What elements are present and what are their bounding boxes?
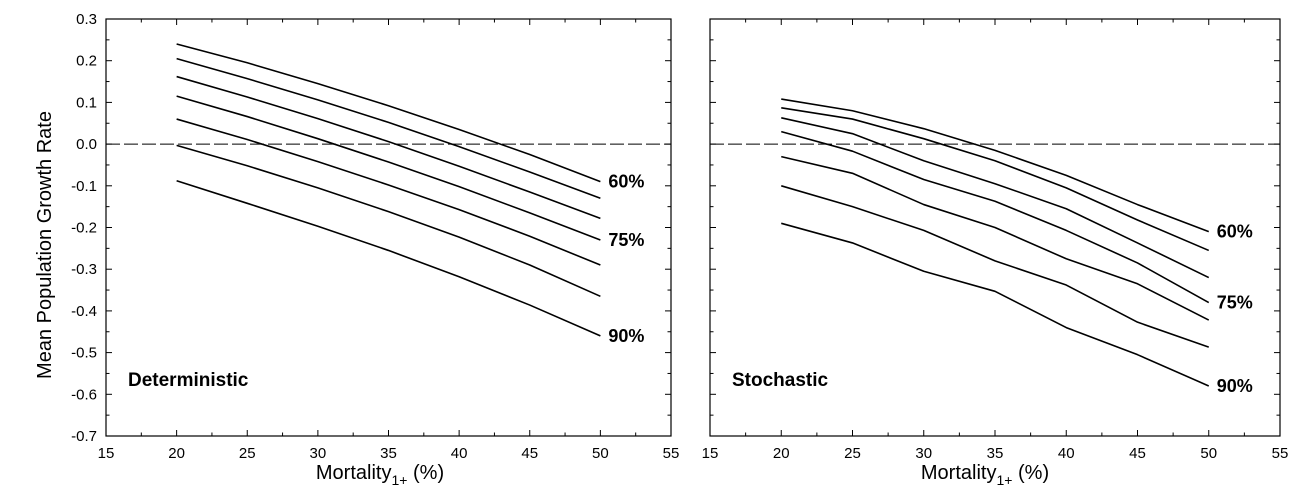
x-tick-label: 40 (1058, 445, 1075, 462)
series-line-7 (781, 222, 1210, 387)
curve-label: 60% (608, 172, 644, 192)
y-tick-label: 0.0 (76, 136, 97, 153)
x-tick-label: 20 (773, 445, 790, 462)
series-line-4 (176, 95, 601, 241)
series-line-3 (176, 75, 601, 220)
series-line-2 (781, 107, 1210, 252)
panel-stochastic: 15 20 25 30 35 40 45 50 55 60% 75% 90% Stochastic (702, 18, 1289, 462)
x-axis-title-right: Mortality1+ (%) (921, 462, 1049, 488)
x-tick-label: 40 (451, 445, 468, 462)
x-tick-label: 30 (915, 445, 932, 462)
x-tick-label: 25 (844, 445, 861, 462)
series-line-7 (176, 180, 601, 337)
x-tick-label: 50 (592, 445, 609, 462)
x-tick-label: 45 (521, 445, 538, 462)
x-axis-title-left: Mortality1+ (%) (316, 462, 444, 488)
y-axis-title: Mean Population Growth Rate (34, 111, 56, 379)
y-tick-label: -0.5 (71, 345, 97, 362)
panel-label: Deterministic (128, 370, 249, 391)
y-tick-label: 0.2 (76, 53, 97, 70)
x-tick-label: 50 (1200, 445, 1217, 462)
x-tick-label: 15 (702, 445, 719, 462)
y-tick-label: -0.7 (71, 428, 97, 445)
x-tick-label: 20 (168, 445, 185, 462)
series-line-3 (781, 117, 1210, 279)
x-tick-label: 30 (310, 445, 327, 462)
series-line-2 (176, 57, 601, 200)
series-line-6 (781, 185, 1210, 348)
y-tick-label: 0.3 (76, 11, 97, 28)
x-tick-label: 45 (1129, 445, 1146, 462)
series-line-5 (176, 118, 601, 266)
x-tick-label: 35 (987, 445, 1004, 462)
y-tick-label: -0.1 (71, 178, 97, 195)
x-tick-label: 15 (98, 445, 115, 462)
y-tick-label: -0.3 (71, 261, 97, 278)
series-line-1 (781, 98, 1210, 233)
x-tick-label: 35 (380, 445, 397, 462)
series-line-5 (781, 155, 1210, 321)
y-tick-label: -0.6 (71, 386, 97, 403)
curve-label: 75% (608, 230, 644, 250)
curve-label: 60% (1217, 222, 1253, 242)
y-tick-label: 0.1 (76, 94, 97, 111)
x-tick-label: 55 (663, 445, 680, 462)
y-tick-label: -0.4 (71, 303, 97, 320)
x-tick-label: 55 (1272, 445, 1289, 462)
curve-label: 90% (608, 326, 644, 346)
curve-label: 90% (1217, 376, 1253, 396)
panel-deterministic: 15 20 25 30 35 40 45 50 55 -0.7 -0.6 -0.5 -0.4 -0.3 -0… (71, 11, 679, 462)
curve-label: 75% (1217, 293, 1253, 313)
panel-label: Stochastic (732, 370, 829, 391)
series-line-4 (781, 130, 1210, 304)
series-line-1 (176, 43, 601, 183)
x-tick-label: 25 (239, 445, 256, 462)
y-tick-label: -0.2 (71, 220, 97, 237)
series-line-6 (176, 144, 601, 298)
